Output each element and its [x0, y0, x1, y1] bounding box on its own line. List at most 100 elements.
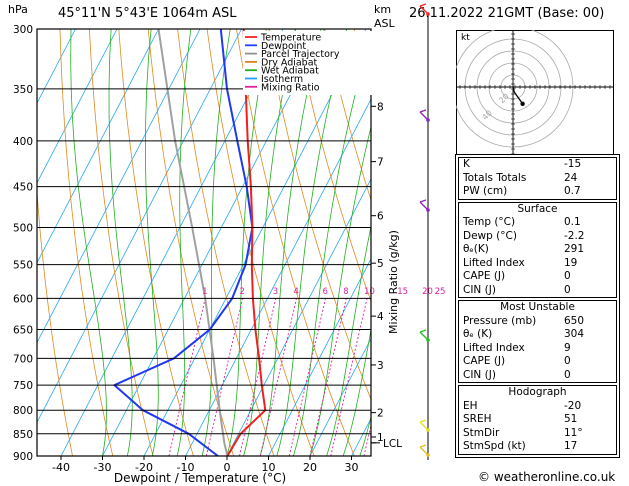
mixing-ratio-label: 1 — [202, 287, 207, 297]
index-value: 11° — [564, 426, 583, 439]
wind-barb — [419, 5, 429, 15]
index-value: 19 — [564, 256, 578, 269]
isotherm-line — [37, 29, 118, 184]
index-value: 0.7 — [564, 185, 581, 197]
mixing-ratio-line — [401, 298, 437, 456]
isotherm-line — [37, 29, 76, 104]
pressure-tick-label: 500 — [13, 223, 33, 235]
index-row: PW (cm) 0.7 — [459, 185, 616, 199]
wind-barb-flag — [419, 3, 427, 7]
pressure-tick-label: 700 — [13, 353, 33, 365]
index-label: Dewp (°C) — [463, 229, 517, 242]
index-label: StmDir — [463, 426, 500, 439]
legend-label: Temperature — [260, 33, 321, 44]
pressure-tick-label: 350 — [13, 84, 33, 96]
mixing-ratio-line — [288, 298, 326, 456]
index-row: Lifted Index 19 — [459, 257, 616, 271]
temp-tick-label: 0 — [224, 461, 231, 474]
mixing-ratio-line — [259, 298, 297, 456]
km-tick-label: LCL — [383, 438, 402, 450]
wind-barb-dot — [426, 428, 430, 432]
isotherm-line — [37, 29, 159, 264]
storm-motion-dot — [520, 101, 525, 107]
wind-barb — [419, 446, 429, 456]
temp-tick-label: -10 — [177, 461, 195, 474]
mixing-ratio-label: 10 — [364, 287, 375, 297]
index-label: Temp (°C) — [463, 216, 516, 228]
indices-panel: K -15 Totals Totals 24 PW (cm) 0.7 Surface Te… — [455, 154, 620, 458]
index-value: 0 — [564, 368, 571, 381]
wind-barb-flag — [419, 444, 427, 448]
index-label: Totals Totals — [463, 171, 527, 184]
wind-barb-flag — [419, 419, 427, 423]
temp-tick-label: -20 — [135, 461, 153, 474]
isotherm-line — [37, 29, 242, 424]
wind-barb — [419, 331, 429, 341]
mixing-ratio-label: 2 — [240, 287, 245, 297]
wet-adiabat — [108, 29, 133, 456]
km-tick-label: 4 — [377, 311, 384, 323]
index-value: 17 — [564, 440, 578, 452]
index-label: Pressure (mb) — [463, 314, 537, 327]
pressure-tick-label: 400 — [13, 136, 33, 148]
date-title: 26.11.2022 21GMT (Base: 00) — [409, 6, 605, 21]
index-label: CAPE (J) — [463, 270, 506, 282]
wind-barb-flag — [419, 109, 427, 113]
mixing-ratio-line — [205, 298, 243, 456]
index-row: CIN (J) 0 — [459, 284, 616, 298]
temp-tick-label: 20 — [303, 461, 317, 474]
unstable-section: Most Unstable Pressure (mb) 650 θₑ (K) 304 L… — [458, 300, 617, 383]
hodograph-section: Hodograph EH -20 SREH 51 StmDir 11° StmSpd (kt… — [458, 385, 617, 455]
wet-adiabat — [144, 29, 159, 456]
index-row: CAPE (J) 0 — [459, 270, 616, 284]
index-value: 0.1 — [564, 216, 581, 228]
pressure-tick-label: 300 — [13, 24, 33, 36]
wind-barb-dot — [426, 453, 430, 457]
index-row: CIN (J) 0 — [459, 369, 616, 383]
index-value: 304 — [564, 328, 585, 340]
index-label: CIN (J) — [463, 368, 496, 381]
isotherm-line — [37, 29, 201, 344]
legend-label: Wet Adiabat — [261, 66, 319, 77]
index-value: 291 — [564, 243, 585, 255]
index-value: 51 — [564, 413, 578, 425]
km-label: km — [374, 3, 392, 16]
index-label: K — [463, 158, 470, 170]
footer-credit[interactable]: © weatheronline.co.uk — [478, 470, 616, 484]
dry-adiabat — [118, 29, 194, 456]
index-value: 9 — [564, 341, 571, 354]
hodograph-title: Hodograph — [508, 386, 567, 398]
index-row: StmSpd (kt) 17 — [459, 440, 616, 454]
km-tick-label: 6 — [377, 211, 384, 223]
unstable-title: Most Unstable — [500, 301, 575, 313]
mixing-ratio-label: 25 — [435, 287, 446, 297]
mixing-ratio-line — [309, 298, 347, 456]
wind-barb-dot — [426, 338, 430, 342]
index-row: Temp (°C) 0.1 — [459, 216, 616, 230]
legend-label: Dry Adiabat — [261, 57, 318, 68]
wet-adiabat — [201, 29, 231, 456]
legend-label: Mixing Ratio — [261, 82, 320, 93]
index-row: CAPE (J) 0 — [459, 355, 616, 369]
index-label: θₑ (K) — [463, 328, 493, 340]
index-value: 24 — [564, 171, 578, 184]
hodograph-trace — [512, 86, 524, 105]
pressure-tick-label: 850 — [13, 429, 33, 441]
wind-barb-flag — [419, 329, 427, 333]
km-tick-label: 7 — [377, 157, 384, 169]
index-label: EH — [463, 399, 478, 412]
mixing-ratio-axis-label: Mixing Ratio (g/kg) — [387, 230, 400, 334]
index-row: Lifted Index 9 — [459, 342, 616, 356]
index-label: CAPE (J) — [463, 355, 506, 367]
temp-tick-label: 30 — [345, 461, 359, 474]
pressure-tick-label: 650 — [13, 325, 33, 337]
surface-title: Surface — [517, 202, 558, 215]
dry-adiabat — [59, 29, 114, 456]
km-tick-label: 2 — [377, 408, 384, 420]
index-value: -15 — [564, 158, 582, 170]
index-row: SREH 51 — [459, 413, 616, 427]
asl-label: ASL — [374, 17, 395, 30]
parcel-trajectory-line — [157, 29, 229, 456]
